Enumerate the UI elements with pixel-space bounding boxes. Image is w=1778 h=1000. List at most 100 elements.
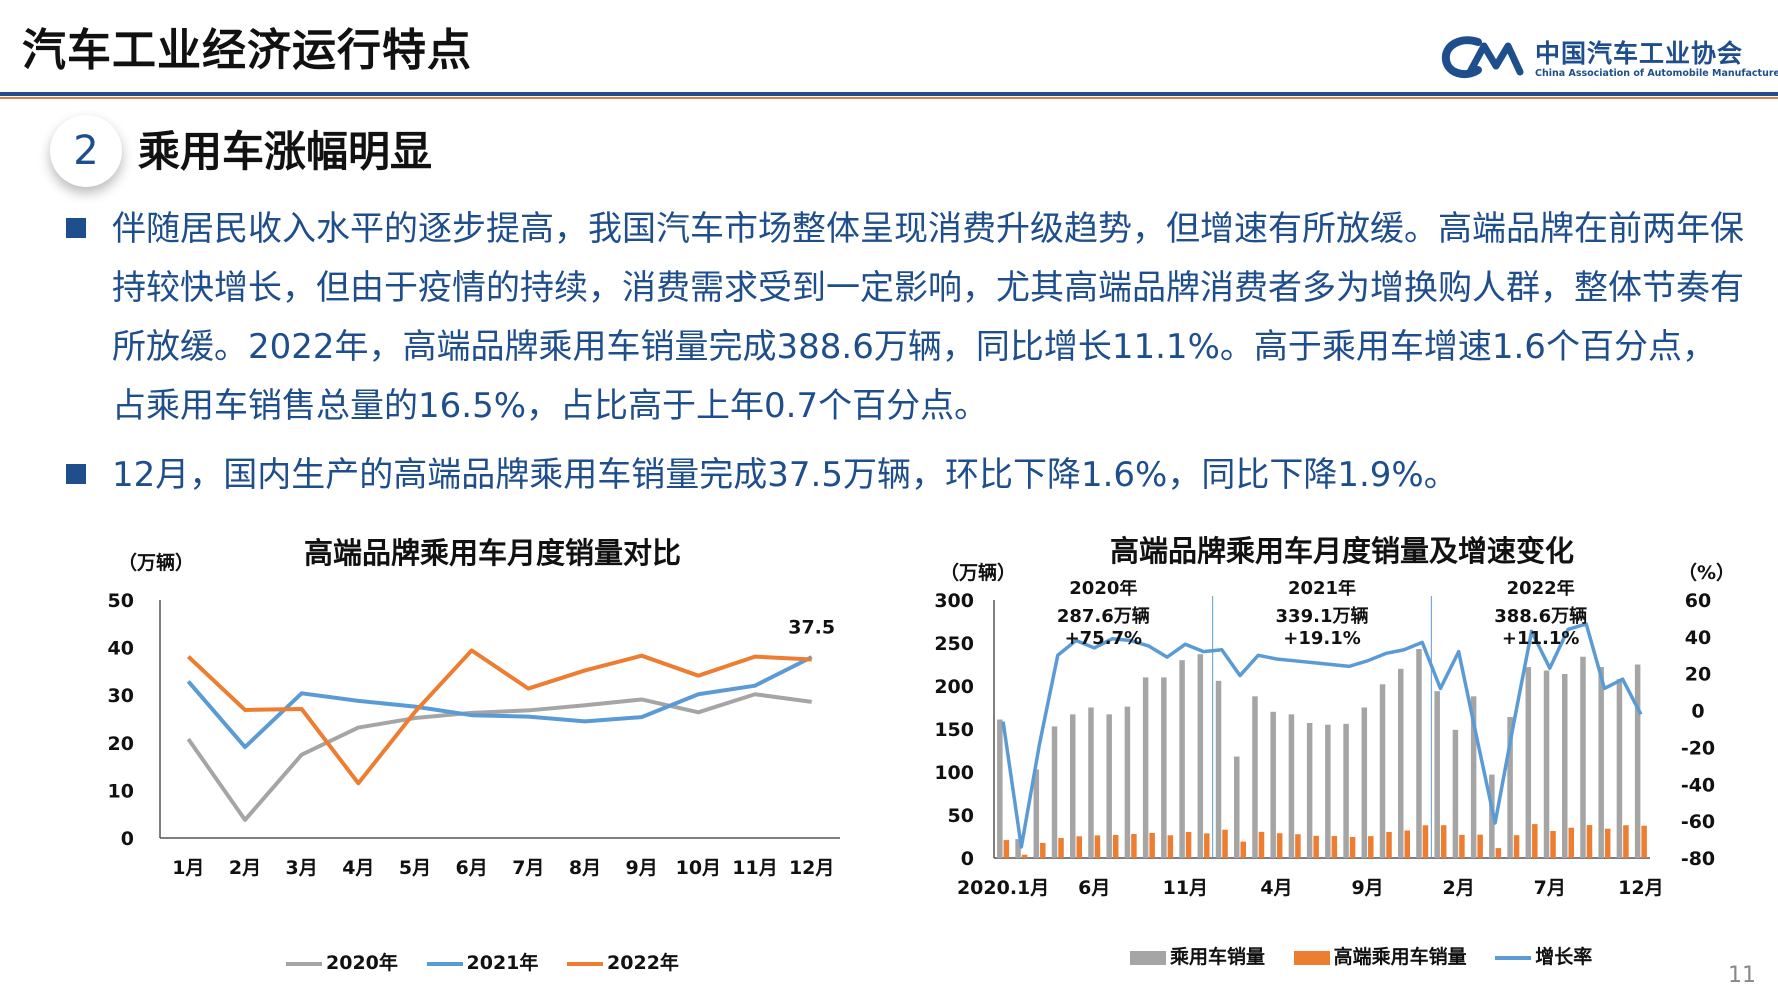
bar-pv-sales <box>1343 723 1349 858</box>
legend-label: 2022年 <box>607 952 679 974</box>
monthly-comparison-line-chart: 0 10 20 30 40 50 1月 2月 3月 4月 5月 6月 7月 8月 9月 10月 11月 12月 37… <box>108 590 840 879</box>
chart1-title: 高端品牌乘用车月度销量对比 <box>304 536 682 570</box>
bar-premium-sales <box>1495 848 1502 858</box>
x-tick-label: 11月 <box>1163 877 1208 899</box>
legend-swatch <box>286 961 322 966</box>
bar-pv-sales <box>1306 722 1313 858</box>
bar-pv-sales <box>1070 714 1076 858</box>
x-tick-label: 1月 <box>172 857 204 879</box>
annotation-growth: +19.1% <box>1283 628 1361 649</box>
x-tick-label: 12月 <box>1618 877 1663 899</box>
bar-premium-sales <box>1021 854 1028 858</box>
y-tick-label: 200 <box>934 676 974 698</box>
legend-label: 增长率 <box>1535 946 1593 968</box>
x-tick-label: 5月 <box>399 857 431 879</box>
bullet-square-icon <box>66 464 86 484</box>
x-tick-label: 9月 <box>1351 877 1383 899</box>
chart2-y2-unit: （%） <box>1678 562 1736 584</box>
y2-tick-label: -60 <box>1681 811 1715 833</box>
series-line-2022年 <box>186 648 812 786</box>
chart1-y-unit: （万辆） <box>118 552 195 574</box>
legend-item-2020: 2020年 <box>286 948 398 975</box>
bullet-square-icon <box>66 218 86 238</box>
y2-tick-label: -20 <box>1681 737 1715 759</box>
x-tick-label: 4月 <box>1260 877 1292 899</box>
x-tick-label: 6月 <box>1078 877 1110 899</box>
y-tick-label: 50 <box>948 805 974 827</box>
bar-premium-sales <box>1258 831 1265 858</box>
y-tick-label: 250 <box>934 633 974 655</box>
bar-pv-sales <box>1033 769 1040 858</box>
series-line-2021年 <box>186 655 813 750</box>
bar-premium-sales <box>1513 835 1520 858</box>
y-tick-label: 10 <box>108 780 134 802</box>
page-title: 汽车工业经济运行特点 <box>22 25 472 76</box>
x-tick-label: 2月 <box>1443 877 1475 899</box>
bar-pv-sales <box>1543 670 1550 858</box>
bar-pv-sales <box>1325 724 1331 858</box>
monthly-sales-growth-combo-chart: 0 50 100 150 200 250 300 -80 -60 -40 -20 0 20 40 60 202… <box>934 580 1715 899</box>
bar-pv-sales <box>1288 714 1295 858</box>
bar-pv-sales <box>1634 664 1641 858</box>
bar-premium-sales <box>1058 838 1064 858</box>
y2-tick-label: 60 <box>1685 590 1711 612</box>
bar-premium-sales <box>1422 825 1429 858</box>
bar-premium-sales <box>1295 834 1301 858</box>
legend-item-pv-sales: 乘用车销量 <box>1130 942 1265 969</box>
chart2-title: 高端品牌乘用车月度销量及增速变化 <box>1110 534 1575 568</box>
bar-pv-sales <box>997 719 1003 858</box>
bar-pv-sales <box>1598 667 1604 858</box>
bar-premium-sales <box>1167 835 1174 858</box>
bar-premium-sales <box>1131 834 1137 858</box>
bar-premium-sales <box>1368 836 1374 858</box>
bar-premium-sales <box>1076 836 1082 858</box>
bullet-text: 12月，国内生产的高端品牌乘用车销量完成37.5万辆，环比下降1.6%，同比下降… <box>112 455 1458 495</box>
bar-premium-sales <box>1040 842 1046 858</box>
legend-swatch <box>426 961 463 966</box>
chart2-legend: 乘用车销量 高端乘用车销量 增长率 <box>1130 942 1614 969</box>
bar-pv-sales <box>1106 714 1112 858</box>
bar-premium-sales <box>1222 829 1228 858</box>
section-title: 乘用车涨幅明显 <box>138 127 433 176</box>
y-tick-label: 300 <box>934 590 974 612</box>
bar-premium-sales <box>1094 835 1101 858</box>
bar-premium-sales <box>1349 836 1356 858</box>
bar-pv-sales <box>1379 684 1386 858</box>
annotation-total: 388.6万辆 <box>1494 605 1587 627</box>
y2-tick-label: 0 <box>1691 701 1704 723</box>
x-tick-label: 10月 <box>676 857 721 879</box>
x-tick-label: 2020.1月 <box>957 877 1049 899</box>
x-tick-label: 7月 <box>1534 877 1566 899</box>
bar-premium-sales <box>1641 825 1647 858</box>
bar-premium-sales <box>1313 835 1319 858</box>
bar-pv-sales <box>1562 673 1568 858</box>
y-tick-label: 30 <box>108 685 134 707</box>
bar-premium-sales <box>1440 825 1447 858</box>
bar-premium-sales <box>1586 825 1593 858</box>
logo-name-en: China Association of Automobile Manufact… <box>1535 68 1778 79</box>
bar-premium-sales <box>1386 832 1392 858</box>
bar-premium-sales <box>1331 836 1338 858</box>
bullet-item: 12月，国内生产的高端品牌乘用车销量完成37.5万辆，环比下降1.6%，同比下降… <box>66 446 1746 506</box>
bar-premium-sales <box>1112 834 1119 858</box>
annotation-year: 2020年 <box>1069 580 1137 599</box>
bar-pv-sales <box>1525 667 1532 858</box>
bullet-item: 伴随居民收入水平的逐步提高，我国汽车市场整体呈现消费升级趋势，但增速有所放缓。高… <box>66 200 1746 440</box>
bar-premium-sales <box>1459 834 1465 858</box>
bar-pv-sales <box>1142 677 1149 858</box>
series-line-2020年 <box>186 692 812 822</box>
x-tick-label: 7月 <box>512 857 544 879</box>
x-tick-label: 12月 <box>789 857 834 879</box>
bar-premium-sales <box>1532 824 1538 858</box>
y-tick-label: 0 <box>961 848 974 870</box>
bar-pv-sales <box>1398 668 1404 858</box>
x-tick-label: 6月 <box>456 857 488 879</box>
legend-item-premium-sales: 高端乘用车销量 <box>1293 942 1467 969</box>
y-tick-label: 50 <box>108 590 134 612</box>
bar-pv-sales <box>1197 654 1204 858</box>
legend-swatch <box>1293 950 1330 965</box>
y-tick-label: 0 <box>121 828 134 850</box>
bar-pv-sales <box>1489 774 1495 858</box>
bar-pv-sales <box>1051 726 1058 858</box>
bar-premium-sales <box>1185 832 1192 858</box>
